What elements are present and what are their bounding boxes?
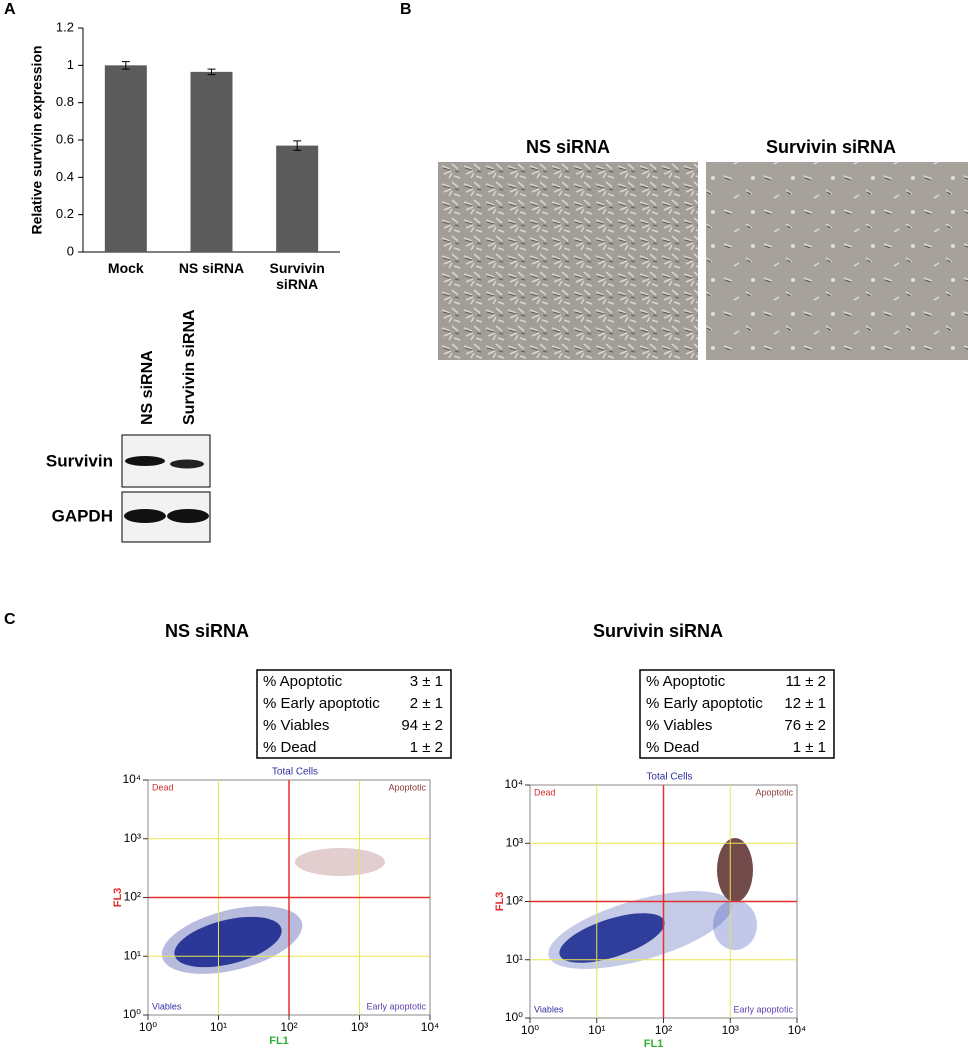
y-tick-label: 10⁴ bbox=[122, 772, 141, 786]
stats-value: 1 ± 2 bbox=[410, 739, 443, 756]
stats-value: 12 ± 1 bbox=[784, 695, 826, 712]
stats-label: % Early apoptotic bbox=[263, 695, 380, 712]
x-tick-label: NS siRNA bbox=[178, 260, 245, 276]
y-tick-label: 0.8 bbox=[56, 94, 74, 109]
x-tick-label: 10⁴ bbox=[421, 1020, 440, 1034]
x-tick-label: 10⁰ bbox=[521, 1023, 539, 1037]
stats-value: 94 ± 2 bbox=[401, 717, 443, 734]
y-tick-label: 10⁴ bbox=[504, 777, 523, 791]
bar bbox=[276, 145, 319, 252]
stats-table bbox=[256, 669, 452, 759]
x-tick-label: 10⁴ bbox=[788, 1023, 807, 1037]
y-tick-label: 10² bbox=[506, 894, 523, 908]
top-label: Total Cells bbox=[272, 767, 318, 778]
quadrant-label: Dead bbox=[152, 782, 174, 792]
quadrant-label: Early apoptotic bbox=[733, 1004, 793, 1014]
quadrant-label: Apoptotic bbox=[755, 787, 793, 797]
bar bbox=[190, 71, 233, 252]
micrograph-label: NS siRNA bbox=[526, 137, 610, 157]
plot-title: Survivin siRNA bbox=[593, 621, 723, 641]
error-bar bbox=[293, 140, 302, 151]
blot-row-label: GAPDH bbox=[52, 506, 113, 525]
quadrant-label: Dead bbox=[534, 787, 556, 797]
micrograph-ns bbox=[438, 162, 698, 360]
panel-label: B bbox=[400, 1, 412, 18]
quadrant-label: Viables bbox=[152, 1001, 182, 1011]
y-tick-label: 0.2 bbox=[56, 206, 74, 221]
x-tick-label: 10⁰ bbox=[139, 1020, 157, 1034]
stats-label: % Early apoptotic bbox=[646, 695, 763, 712]
error-bar bbox=[207, 68, 216, 76]
blot-band bbox=[170, 459, 204, 469]
blot-lane-label: Survivin siRNA bbox=[181, 309, 198, 425]
bar bbox=[104, 65, 147, 252]
blot-lane-label: NS siRNA bbox=[139, 350, 156, 425]
plot-title: NS siRNA bbox=[165, 621, 249, 641]
x-tick-label: 10³ bbox=[351, 1020, 368, 1034]
x-tick-label: 10² bbox=[655, 1023, 672, 1037]
x-tick-label: 10³ bbox=[722, 1023, 739, 1037]
micrograph-survivin bbox=[706, 162, 968, 360]
stats-value: 1 ± 1 bbox=[793, 739, 826, 756]
y-tick-label: 10⁰ bbox=[123, 1007, 141, 1021]
x-tick-label: 10¹ bbox=[210, 1020, 227, 1034]
x-tick-label: 10¹ bbox=[588, 1023, 605, 1037]
x-axis-label: FL1 bbox=[644, 1038, 664, 1050]
x-tick-label: Survivin siRNA bbox=[269, 260, 325, 292]
y-tick-label: 10¹ bbox=[124, 948, 141, 962]
stats-table bbox=[639, 669, 835, 759]
y-tick-label: 0 bbox=[67, 243, 74, 258]
blot-band bbox=[125, 456, 165, 466]
stats-value: 2 ± 1 bbox=[410, 695, 443, 712]
stats-value: 11 ± 2 bbox=[786, 673, 826, 690]
quadrant-label: Viables bbox=[534, 1004, 564, 1014]
cell-cloud bbox=[161, 838, 757, 974]
micrograph-label: Survivin siRNA bbox=[766, 137, 896, 157]
quadrant-label: Apoptotic bbox=[388, 782, 426, 792]
blot-band bbox=[124, 509, 166, 523]
panel-label: C bbox=[4, 611, 16, 628]
stats-label: % Viables bbox=[646, 717, 712, 734]
x-axis-label: FL1 bbox=[269, 1035, 289, 1047]
x-tick-label: 10² bbox=[280, 1020, 297, 1034]
stats-label: % Dead bbox=[646, 739, 699, 756]
y-tick-label: 0.6 bbox=[56, 131, 74, 146]
y-tick-label: 0.4 bbox=[56, 169, 74, 184]
y-axis-label: Relative survivin expression bbox=[29, 45, 45, 234]
y-tick-label: 10⁰ bbox=[505, 1010, 523, 1024]
y-axis-label: FL3 bbox=[494, 892, 506, 912]
stats-label: % Dead bbox=[263, 739, 316, 756]
quadrant-label: Early apoptotic bbox=[366, 1001, 426, 1011]
stats-value: 76 ± 2 bbox=[784, 717, 826, 734]
stats-label: % Viables bbox=[263, 717, 329, 734]
stats-label: % Apoptotic bbox=[263, 673, 343, 690]
stats-value: 3 ± 1 bbox=[410, 673, 443, 690]
y-tick-label: 10³ bbox=[124, 831, 141, 845]
blot-band bbox=[167, 509, 209, 523]
x-tick-label: Mock bbox=[107, 260, 144, 276]
panel-label: A bbox=[4, 1, 16, 18]
y-tick-label: 10² bbox=[124, 890, 141, 904]
stats-label: % Apoptotic bbox=[646, 673, 726, 690]
blot-row-label: Survivin bbox=[46, 451, 113, 470]
error-bar bbox=[121, 61, 130, 70]
y-tick-label: 10³ bbox=[506, 835, 523, 849]
y-tick-label: 1 bbox=[67, 57, 74, 72]
y-tick-label: 10¹ bbox=[506, 952, 523, 966]
y-axis-label: FL3 bbox=[112, 888, 124, 908]
top-label: Total Cells bbox=[646, 772, 692, 783]
y-tick-label: 1.2 bbox=[56, 19, 74, 34]
